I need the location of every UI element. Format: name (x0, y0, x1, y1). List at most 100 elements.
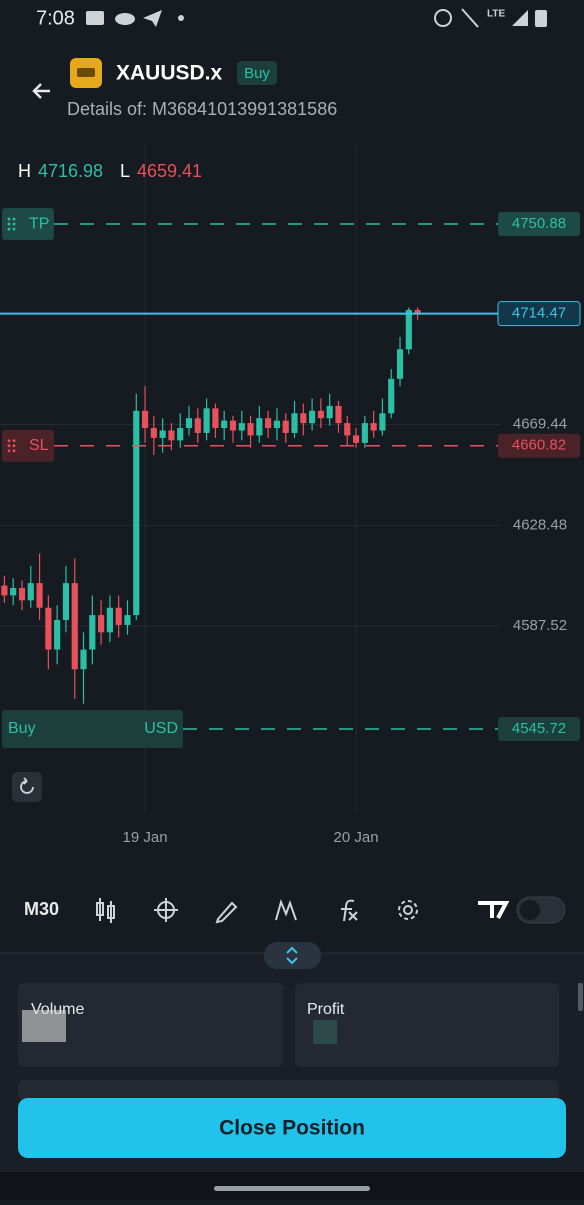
back-button[interactable] (32, 83, 50, 99)
toggle-knob (520, 900, 540, 920)
low-value: 4659.41 (137, 161, 202, 181)
drag-handle-dot (12, 444, 16, 448)
candle-body (238, 423, 245, 431)
candle-body (36, 583, 43, 608)
candle-body (344, 423, 351, 436)
candle-body (71, 583, 78, 670)
candle-body (414, 309, 421, 314)
level-price-tag (498, 717, 580, 742)
drag-handle-dot (7, 439, 11, 443)
drag-handle-dot (7, 217, 11, 221)
level-price: 4545.72 (512, 720, 566, 737)
profit-redacted (313, 1020, 337, 1044)
drag-handle-dot (7, 222, 11, 226)
drag-handle-dot (7, 444, 11, 448)
candle-body (185, 418, 193, 429)
scrollbar (578, 983, 583, 1011)
candle-body (150, 428, 157, 438)
candle-body (379, 413, 386, 431)
candle-body (291, 413, 298, 433)
candle-body (80, 649, 87, 670)
high-label: H (18, 161, 31, 181)
drag-handle-dot (12, 227, 16, 231)
candle-body (405, 309, 412, 350)
level-tag[interactable] (2, 710, 183, 749)
expand-handle[interactable] (264, 942, 321, 969)
level-price: 4750.88 (512, 215, 566, 232)
candle-body (247, 423, 254, 436)
candle-body (106, 607, 113, 633)
y-tick-label: 4628.48 (513, 516, 567, 533)
volume-redacted (22, 1010, 66, 1042)
home-indicator[interactable] (214, 1186, 370, 1191)
expand-icon (286, 946, 298, 965)
reset-icon (20, 777, 34, 794)
next-card (18, 1080, 559, 1100)
candle-body (317, 410, 324, 419)
high-value: 4716.98 (38, 161, 103, 181)
close-position-label: Close Position (219, 1117, 365, 1140)
level-label: SL (29, 437, 49, 454)
symbol-icon-bar (77, 68, 95, 77)
details: Details of: M36841013991381586 (67, 99, 337, 119)
side-badge (237, 61, 277, 85)
candle-body (54, 620, 61, 650)
candle-body (335, 405, 342, 424)
candle-body (300, 413, 307, 424)
pattern-tool[interactable] (275, 898, 297, 921)
low-label: L (120, 161, 130, 181)
draw-tool[interactable] (215, 901, 238, 924)
candle-body (194, 418, 201, 433)
candle-body (388, 378, 395, 414)
chart: 19 Jan 20 Jan 4587.52 4628.48 4669.44 H 4716.9… (0, 145, 581, 846)
candle-body (133, 410, 140, 616)
candle-body (221, 420, 228, 429)
settings-tool[interactable] (398, 900, 418, 920)
close-position-button[interactable] (18, 1098, 566, 1158)
drag-handle-dot (12, 439, 16, 443)
candle-body (273, 420, 281, 429)
toolbar-icons (96, 898, 418, 924)
status-icons (86, 8, 547, 28)
status-time: 7:08 (36, 7, 75, 29)
indicator-tool[interactable] (341, 899, 358, 922)
candle-body (177, 428, 184, 441)
candle-body (212, 408, 219, 429)
candle-body (309, 410, 316, 424)
candle-body (352, 435, 360, 443)
timeframe[interactable]: M30 (24, 899, 59, 919)
candle-body (45, 607, 52, 650)
candle-body (396, 349, 404, 379)
level-currency: USD (144, 720, 178, 737)
x-tick-label: 19 Jan (123, 829, 168, 846)
candles-tool[interactable] (96, 898, 115, 923)
y-tick-label: 4669.44 (513, 415, 567, 432)
candle-body (168, 430, 175, 441)
candle-body (62, 583, 70, 621)
profit-card (295, 983, 559, 1067)
candle-body (115, 607, 122, 625)
candle-body (203, 408, 210, 433)
current-price-tag (497, 301, 581, 327)
candle-body (141, 410, 149, 429)
reset-button[interactable] (12, 772, 42, 802)
level-label: TP (29, 215, 49, 232)
crosshair-tool[interactable] (154, 898, 178, 922)
current-price: 4714.47 (512, 305, 566, 322)
candle-body (18, 588, 26, 601)
candle-body (361, 423, 368, 443)
candle-body (98, 615, 105, 633)
drag-handle-dot (7, 227, 11, 231)
level-tag[interactable] (2, 429, 54, 462)
candle-body (1, 585, 8, 596)
profit-label: Profit (307, 1001, 345, 1018)
level-tag[interactable] (2, 208, 54, 241)
symbol: XAUUSD.x (116, 62, 223, 85)
candle-body (256, 418, 263, 436)
volume-card (18, 983, 283, 1067)
candle-body (282, 420, 289, 433)
candle-body (370, 423, 377, 431)
candle-body (27, 583, 34, 601)
level-price-tag (498, 212, 580, 237)
